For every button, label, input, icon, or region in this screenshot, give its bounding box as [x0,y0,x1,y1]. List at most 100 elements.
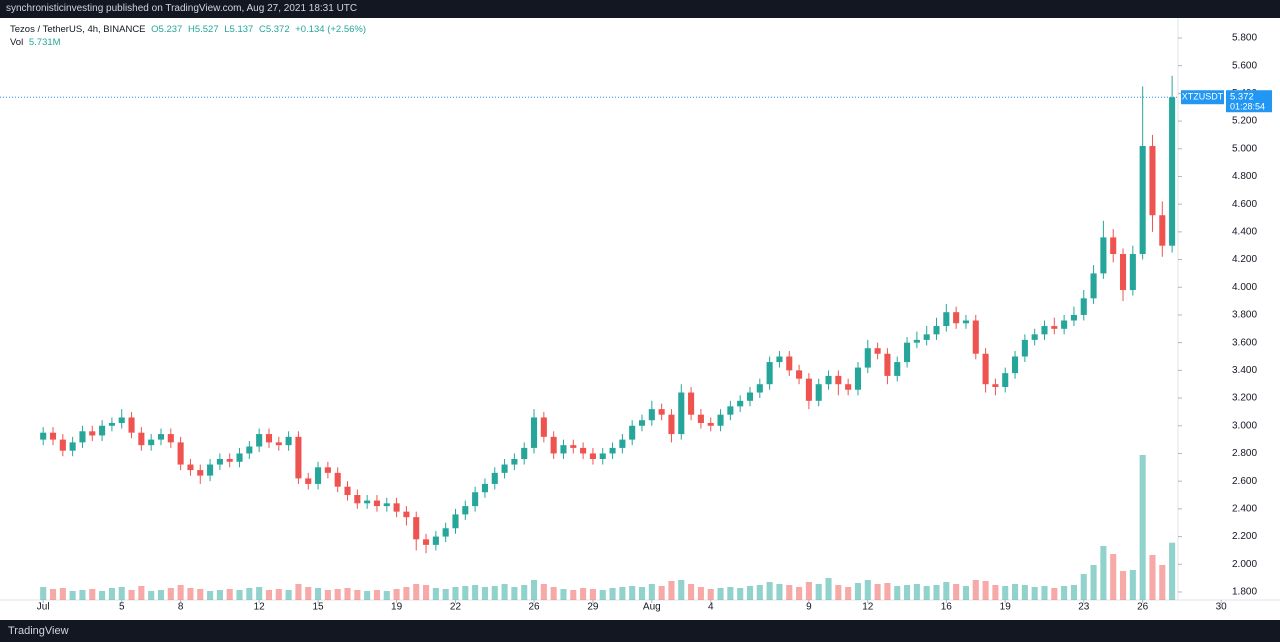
candle-body [835,375,842,385]
candle-body [776,356,783,363]
candle-body [658,409,665,415]
volume-bar [697,587,704,600]
volume-bar [69,591,76,600]
volume-bar [599,590,606,600]
candle-body [1041,326,1048,335]
volume-bar [580,588,587,600]
candle-body [305,478,312,484]
footer-bar: TradingView [0,620,1280,642]
x-tick-label: 5 [119,602,125,613]
candle-body [688,392,695,415]
volume-bar [1031,587,1038,600]
x-tick-label: 4 [708,602,714,613]
volume-bar [658,586,665,600]
volume-bar [138,586,145,600]
volume-bar [1002,586,1009,600]
volume-bar [923,586,930,600]
volume-bar [40,587,47,600]
candle-body [256,434,263,447]
candle-body [491,472,498,484]
volume-label[interactable]: Vol [10,37,24,48]
volume-bar [619,587,626,600]
symbol-info[interactable]: Tezos / TetherUS, 4h, BINANCE [10,24,146,35]
volume-bar [972,580,979,600]
candle-body [177,442,184,465]
volume-bar [1100,546,1107,600]
candle-body [1129,254,1136,291]
candle-body [678,392,685,435]
volume-bar [344,588,351,600]
candle-body [864,348,871,368]
x-tick-label: 26 [528,602,540,613]
candle-body [128,417,135,433]
volume-bar [1110,554,1117,600]
x-tick-label: 19 [1000,602,1012,613]
volume-bar [629,586,636,600]
candle-body [1090,273,1097,299]
legend-row: Tezos / TetherUS, 4h, BINANCE O5.237 H5.… [10,23,366,36]
volume-bar [540,584,547,600]
x-tick-label: 23 [1078,602,1090,613]
candle-body [1051,326,1058,329]
brand[interactable]: TradingView [8,625,69,637]
change: +0.134 (+2.56%) [295,24,367,35]
candle-body [1119,254,1127,291]
volume-bar [678,580,685,600]
y-tick-label: 4.200 [1232,254,1257,265]
candle-body [432,536,439,545]
y-tick-label: 3.800 [1232,310,1257,321]
candle-body [481,483,488,493]
candle-body [599,453,606,460]
volume-bar [501,584,508,600]
volume-bar [324,590,331,600]
y-tick-label: 2.600 [1232,476,1257,487]
candle-body [619,439,626,448]
candle-body [442,528,449,537]
y-tick-label: 3.400 [1232,365,1257,376]
candle-body [452,514,459,529]
candle-body [1149,145,1156,216]
candle-body [79,431,86,443]
volume-bar [256,587,263,600]
candle-body [462,506,469,515]
candle-body [216,459,223,465]
volume-bar [638,587,646,600]
candle-body [580,447,587,454]
volume-bar [472,585,479,600]
candle-body [265,434,273,443]
ohlc-close: C5.372 [258,24,290,35]
candle-body [953,312,960,324]
candle-body [1002,373,1009,387]
volume-bar [570,590,577,600]
volume-bar [737,588,744,600]
candle-body [825,375,832,385]
volume-bar [236,590,243,600]
volume-bar [1051,588,1058,600]
volume-bar [884,583,891,600]
candle-body [285,436,292,446]
volume-bar [864,580,871,600]
price-tag: 5.372 [1230,92,1254,103]
volume-bar [648,584,655,600]
volume-bar [1169,542,1176,600]
candle-body [668,414,675,435]
y-tick-label: 3.600 [1232,337,1257,348]
volume-bar [943,582,950,600]
candle-body [344,486,351,496]
volume-bar [393,589,400,600]
symbol-tag: XTZUSDT [1182,92,1224,102]
volume-bar [383,591,390,600]
y-tick-label: 4.800 [1232,171,1257,182]
volume-bar [766,582,773,600]
volume-bar [1159,565,1166,600]
candle-body [207,464,214,476]
publish-info: synchronisticinvesting published on Trad… [6,3,358,14]
candle-body [246,446,253,454]
candle-body [815,384,822,401]
y-tick-label: 2.800 [1232,448,1257,459]
candle-body [1169,97,1176,246]
volume-bar [216,590,223,600]
price-tag-bg [1226,90,1272,113]
